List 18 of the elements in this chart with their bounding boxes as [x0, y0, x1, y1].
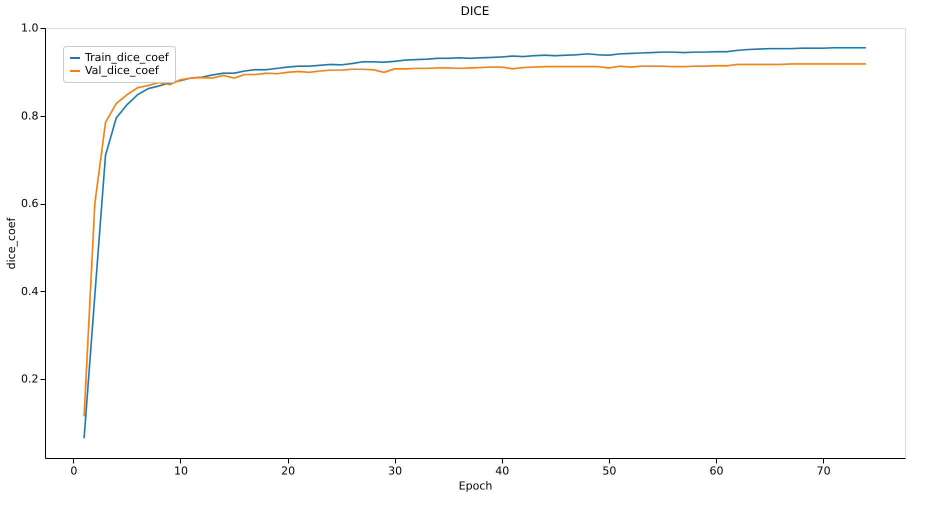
x-tick-label: 30 — [388, 464, 402, 478]
x-tick-label: 0 — [70, 464, 78, 478]
legend-label: Val_dice_coef — [85, 64, 160, 77]
y-tick-label: 0.4 — [21, 284, 38, 298]
y-axis-title: dice_coef — [5, 216, 18, 270]
x-tick-label: 70 — [816, 464, 831, 478]
x-axis-title: Epoch — [458, 480, 492, 492]
chart-title: DICE — [460, 4, 490, 18]
x-tick-label: 60 — [709, 464, 724, 478]
legend-label: Train_dice_coef — [84, 51, 170, 64]
x-tick-label: 20 — [281, 464, 296, 478]
x-tick-label: 10 — [174, 464, 188, 478]
y-tick-label: 0.2 — [21, 372, 38, 386]
y-tick-label: 0.6 — [21, 197, 38, 210]
x-tick-label: 50 — [602, 464, 616, 478]
y-tick-label: 1.0 — [21, 22, 38, 34]
y-tick-label: 0.8 — [21, 109, 38, 122]
x-tick-label: 40 — [495, 464, 510, 478]
